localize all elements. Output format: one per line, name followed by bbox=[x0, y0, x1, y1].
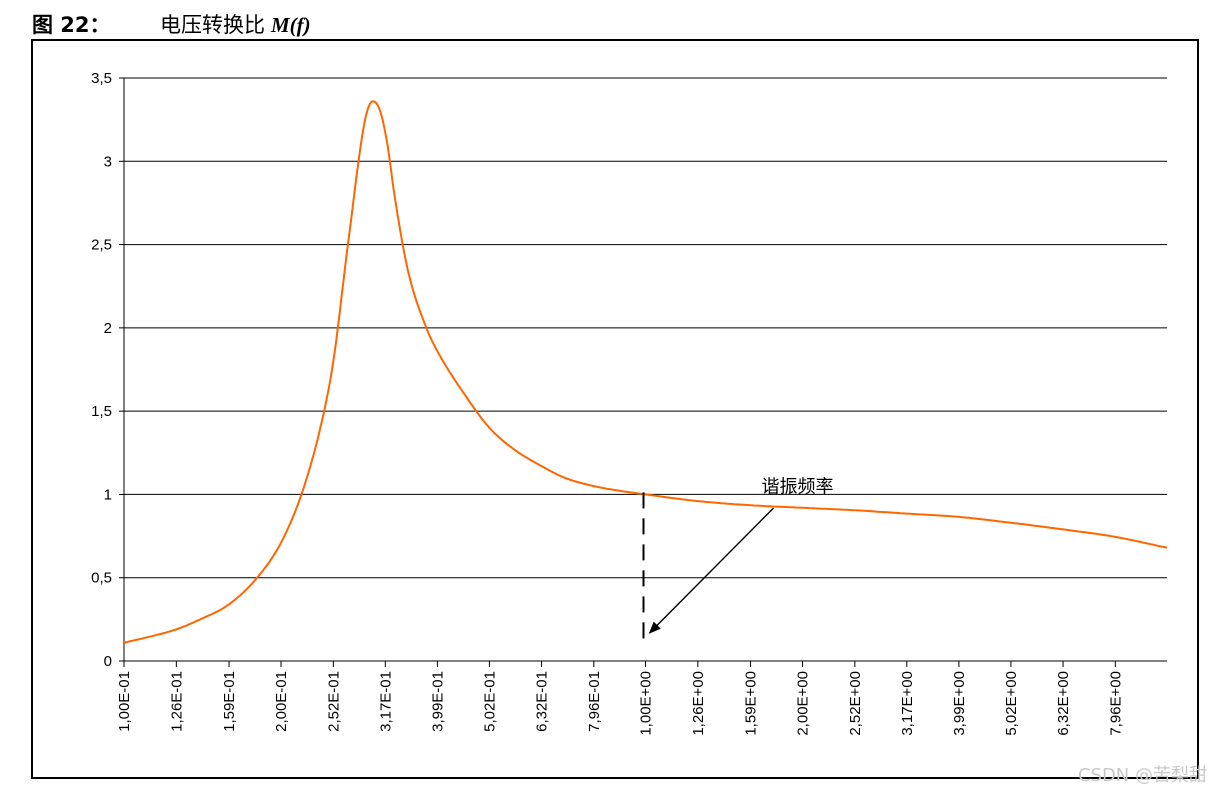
x-tick-label: 5,02E-01 bbox=[481, 671, 498, 732]
x-tick-label: 6,32E-01 bbox=[534, 671, 551, 732]
chart-frame: 0 0,5 1 1,5 2 2,5 3 3,5 1,00E-01 1,26E-01 1,59E-01… bbox=[31, 39, 1199, 779]
x-tick-label: 2,00E+00 bbox=[794, 671, 811, 736]
y-tick-label: 1 bbox=[104, 486, 112, 503]
annotation-label: 谐振频率 bbox=[762, 476, 834, 497]
y-tick-label: 0,5 bbox=[91, 570, 112, 587]
x-tick-label: 3,99E+00 bbox=[951, 671, 968, 736]
x-tick-label: 7,96E-01 bbox=[586, 671, 603, 732]
figure-title-symbol: M(f) bbox=[271, 13, 311, 37]
x-tick-label: 3,17E+00 bbox=[899, 671, 916, 736]
y-tick-label: 3,5 bbox=[91, 70, 112, 87]
figure-title: 电压转换比 M(f) bbox=[160, 10, 311, 40]
x-tick-label: 1,26E-01 bbox=[168, 671, 185, 732]
annotation-arrow bbox=[648, 507, 774, 634]
figure-caption: 图 22： 电压转换比 M(f) bbox=[32, 10, 311, 40]
x-tick-label: 2,52E+00 bbox=[847, 671, 864, 736]
gain-curve bbox=[123, 100, 1168, 644]
watermark: CSDN @苦梨甜 bbox=[1077, 765, 1207, 786]
x-tick-label: 3,17E-01 bbox=[377, 671, 394, 732]
x-tick-label: 5,02E+00 bbox=[1003, 671, 1020, 736]
figure-number: 图 22： bbox=[32, 13, 111, 37]
x-tick-label: 1,26E+00 bbox=[690, 671, 707, 736]
x-tick-label: 1,00E-01 bbox=[116, 671, 133, 732]
x-tick-label: 2,00E-01 bbox=[273, 671, 290, 732]
x-tick-label: 1,59E+00 bbox=[743, 671, 760, 736]
y-tick-label: 2,5 bbox=[91, 237, 112, 254]
y-tick-label: 3 bbox=[104, 153, 112, 170]
figure-title-text: 电压转换比 bbox=[160, 13, 265, 37]
voltage-gain-chart: 0 0,5 1 1,5 2 2,5 3 3,5 1,00E-01 1,26E-01 1,59E-01… bbox=[91, 70, 1168, 736]
x-tick-label: 1,00E+00 bbox=[638, 671, 655, 736]
x-tick-label: 6,32E+00 bbox=[1055, 671, 1072, 736]
y-tick-label: 1,5 bbox=[91, 403, 112, 420]
y-tick-label: 2 bbox=[104, 320, 112, 337]
x-tick-label: 1,59E-01 bbox=[221, 671, 238, 732]
x-tick-label: 3,99E-01 bbox=[429, 671, 446, 732]
x-tick-label: 2,52E-01 bbox=[325, 671, 342, 732]
y-tick-label: 0 bbox=[104, 653, 112, 670]
x-tick-label: 7,96E+00 bbox=[1107, 671, 1124, 736]
